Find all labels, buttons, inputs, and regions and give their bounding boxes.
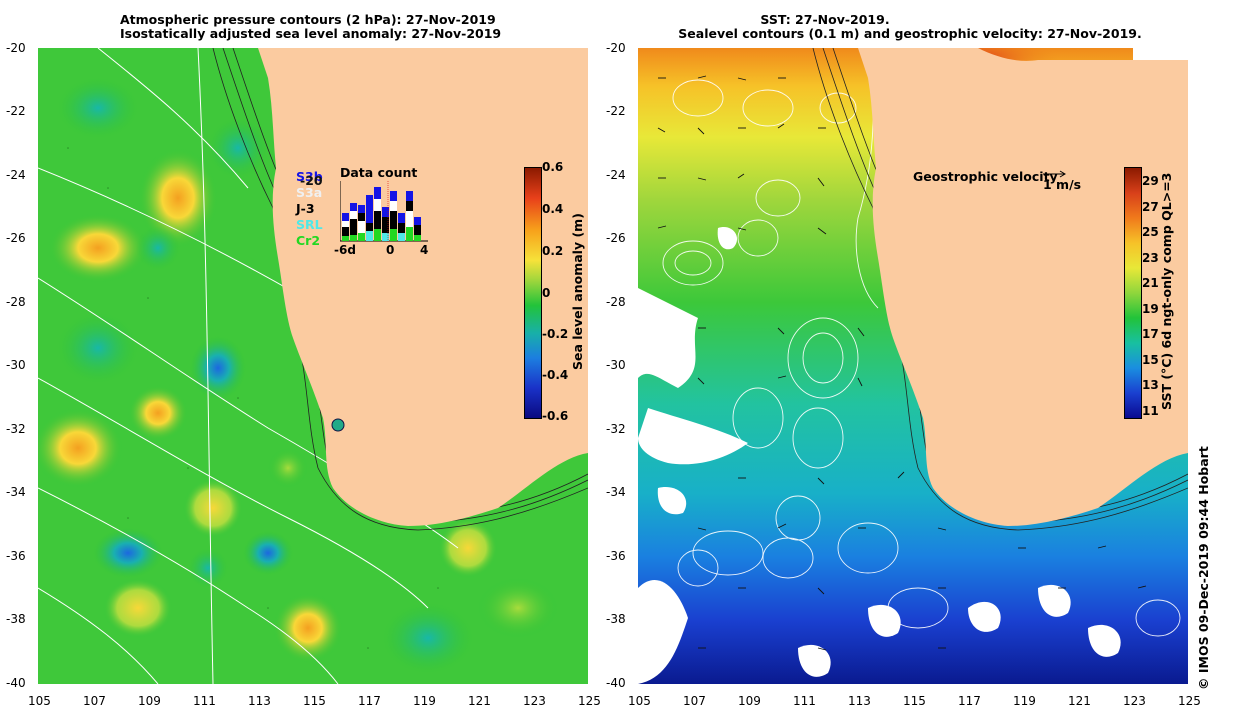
left-map-panel[interactable]: Data count S3b -20 S3a J-3 SRL Cr2 bbox=[38, 48, 588, 684]
data-count-histogram bbox=[340, 181, 428, 243]
left-cb-axis-label: Sea level anomaly (m) bbox=[570, 213, 585, 370]
right-lon-tick: 113 bbox=[848, 694, 871, 708]
right-lon-tick: 107 bbox=[683, 694, 706, 708]
hist-tick-neg6: -6d bbox=[334, 243, 356, 257]
right-lon-tick: 125 bbox=[1178, 694, 1201, 708]
right-lon-tick: 105 bbox=[628, 694, 651, 708]
right-lat-tick: -38 bbox=[606, 612, 626, 626]
right-lat-tick: -28 bbox=[606, 295, 626, 309]
imos-credit: © IMOS 09-Dec-2019 09:44 Hobart bbox=[1196, 446, 1211, 690]
left-lat-tick: -28 bbox=[6, 295, 26, 309]
sat-legend-j3: J-3 bbox=[296, 201, 315, 216]
left-lat-tick: -26 bbox=[6, 231, 26, 245]
sat-legend-s3b: S3b bbox=[296, 169, 323, 184]
right-lon-tick: 121 bbox=[1068, 694, 1091, 708]
left-lon-tick: 105 bbox=[28, 694, 51, 708]
right-lat-tick: -24 bbox=[606, 168, 626, 182]
right-cb-tick-3: 23 bbox=[1142, 251, 1159, 265]
right-cb-tick-7: 15 bbox=[1142, 353, 1159, 367]
left-lon-tick: 117 bbox=[358, 694, 381, 708]
hist-tick-4: 4 bbox=[420, 243, 429, 257]
left-lat-tick: -22 bbox=[6, 104, 26, 118]
right-cb-tick-2: 25 bbox=[1142, 225, 1159, 239]
left-cb-tick-4: -0.2 bbox=[542, 327, 569, 341]
right-lon-tick: 115 bbox=[903, 694, 926, 708]
left-lon-tick: 113 bbox=[248, 694, 271, 708]
right-title-line2: Sealevel contours (0.1 m) and geostrophi… bbox=[678, 26, 1142, 41]
left-lon-tick: 125 bbox=[578, 694, 601, 708]
right-cb-tick-9: 11 bbox=[1142, 404, 1159, 418]
left-lat-tick: -32 bbox=[6, 422, 26, 436]
sat-legend-overlap: -20 bbox=[300, 173, 323, 188]
sat-legend-s3a: S3a bbox=[296, 185, 323, 200]
left-lon-tick: 111 bbox=[193, 694, 216, 708]
left-cb-tick-5: -0.4 bbox=[542, 368, 569, 382]
left-cb-tick-3: 0 bbox=[542, 286, 551, 300]
left-title-line2: Isostatically adjusted sea level anomaly… bbox=[120, 26, 502, 41]
left-lon-tick: 123 bbox=[523, 694, 546, 708]
left-land bbox=[258, 48, 588, 526]
left-cb-tick-6: -0.6 bbox=[542, 409, 569, 423]
right-land bbox=[858, 48, 1188, 526]
hist-tick-0: 0 bbox=[386, 243, 395, 257]
left-map-svg bbox=[38, 48, 588, 684]
right-lat-tick: -40 bbox=[606, 676, 626, 690]
right-map-svg bbox=[638, 48, 1188, 684]
right-lon-tick: 111 bbox=[793, 694, 816, 708]
left-lat-tick: -38 bbox=[6, 612, 26, 626]
left-lon-tick: 121 bbox=[468, 694, 491, 708]
right-cb-tick-6: 17 bbox=[1142, 327, 1159, 341]
right-lon-tick: 123 bbox=[1123, 694, 1146, 708]
right-cb-tick-5: 19 bbox=[1142, 302, 1159, 316]
data-count-inset: Data count S3b -20 S3a J-3 SRL Cr2 bbox=[288, 163, 458, 273]
right-lon-tick: 117 bbox=[958, 694, 981, 708]
left-lon-tick: 109 bbox=[138, 694, 161, 708]
right-lon-tick: 119 bbox=[1013, 694, 1036, 708]
right-lat-tick: -32 bbox=[606, 422, 626, 436]
right-title-line1: SST: 27-Nov-2019. bbox=[760, 12, 890, 27]
right-cb-tick-8: 13 bbox=[1142, 378, 1159, 392]
right-lat-tick: -22 bbox=[606, 104, 626, 118]
sat-legend-cr2: Cr2 bbox=[296, 233, 321, 248]
left-lat-tick: -20 bbox=[6, 41, 26, 55]
left-title-line1: Atmospheric pressure contours (2 hPa): 2… bbox=[120, 12, 496, 27]
left-lon-tick: 119 bbox=[413, 694, 436, 708]
right-lat-tick: -34 bbox=[606, 485, 626, 499]
left-lat-tick: -36 bbox=[6, 549, 26, 563]
left-lat-tick: -30 bbox=[6, 358, 26, 372]
left-cb-tick-0: 0.6 bbox=[542, 160, 564, 174]
right-lat-tick: -26 bbox=[606, 231, 626, 245]
left-colorbar bbox=[524, 167, 542, 419]
left-lat-tick: -34 bbox=[6, 485, 26, 499]
left-lat-tick: -24 bbox=[6, 168, 26, 182]
left-lat-tick: -40 bbox=[6, 676, 26, 690]
sat-legend-srl: SRL bbox=[296, 217, 323, 232]
right-cb-tick-0: 29 bbox=[1142, 174, 1159, 188]
data-count-title: Data count bbox=[340, 165, 418, 180]
right-cb-axis-label: SST (°C) 6d ngt-only comp QL>=3 bbox=[1159, 172, 1174, 410]
velocity-legend-label: Geostrophic velocity bbox=[913, 169, 1058, 184]
right-cb-tick-1: 27 bbox=[1142, 200, 1159, 214]
right-lon-tick: 109 bbox=[738, 694, 761, 708]
right-colorbar bbox=[1124, 167, 1142, 419]
left-lon-tick: 115 bbox=[303, 694, 326, 708]
right-lat-tick: -30 bbox=[606, 358, 626, 372]
right-lat-tick: -36 bbox=[606, 549, 626, 563]
left-lon-tick: 107 bbox=[83, 694, 106, 708]
right-map-panel[interactable]: Geostrophic velocity 1 m/s 29 27 25 23 2… bbox=[638, 48, 1188, 684]
velocity-legend-scale: 1 m/s bbox=[1043, 177, 1082, 192]
left-cb-tick-1: 0.4 bbox=[542, 202, 564, 216]
left-cb-tick-2: 0.2 bbox=[542, 244, 564, 258]
right-cb-tick-4: 21 bbox=[1142, 276, 1159, 290]
right-lat-tick: -20 bbox=[606, 41, 626, 55]
